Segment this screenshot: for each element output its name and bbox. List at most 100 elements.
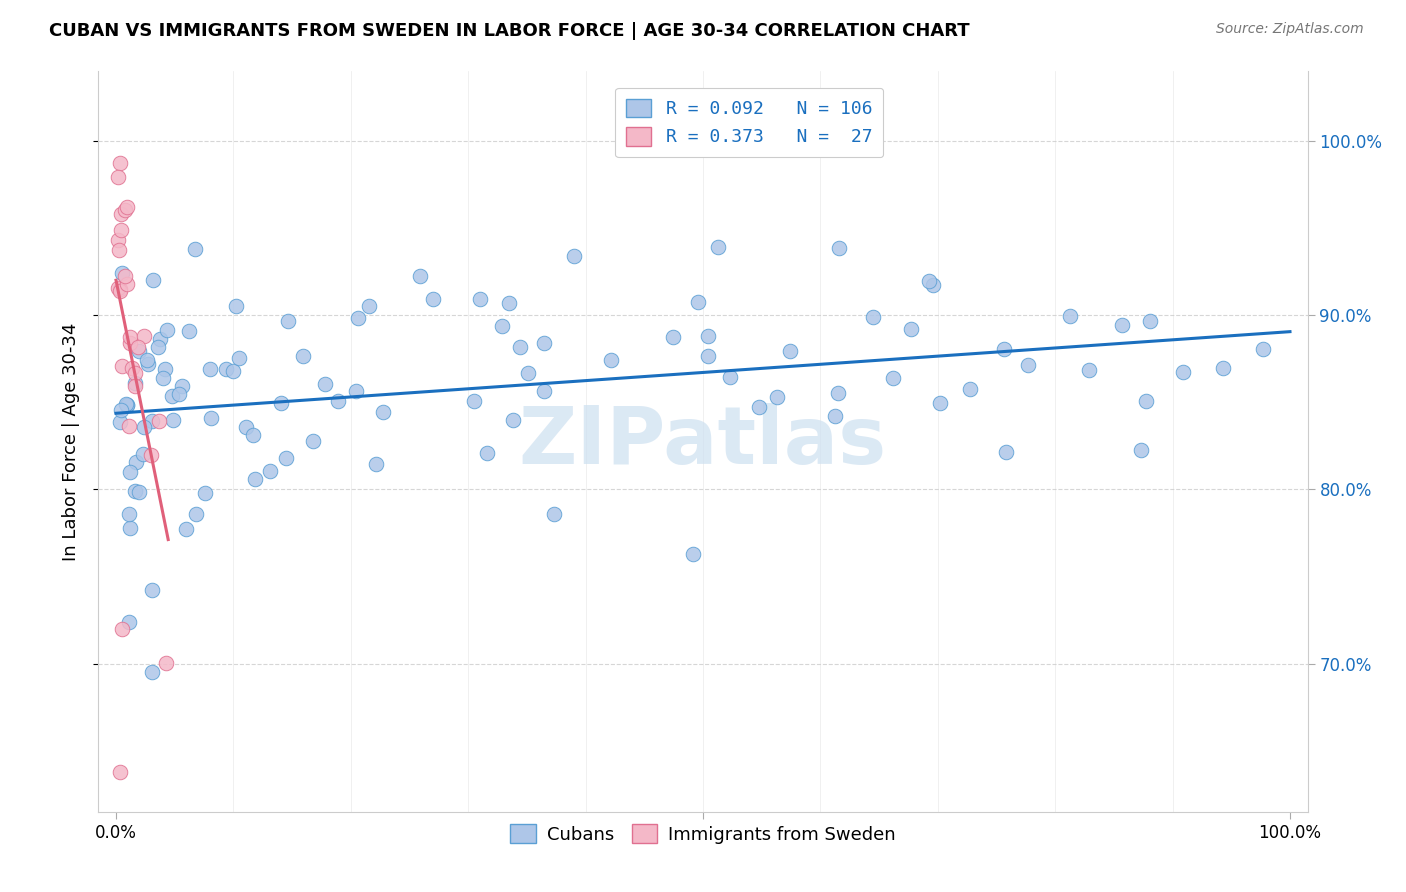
Point xyxy=(200,410,222,425)
Point xyxy=(509,340,531,354)
Point xyxy=(118,615,141,629)
Point xyxy=(562,248,585,262)
Point xyxy=(922,278,945,293)
Point xyxy=(827,386,849,401)
Point xyxy=(108,284,131,298)
Point xyxy=(277,313,299,327)
Point xyxy=(115,398,138,412)
Point xyxy=(136,357,159,371)
Point xyxy=(186,507,208,521)
Point xyxy=(184,243,207,257)
Point xyxy=(134,328,156,343)
Point xyxy=(222,364,245,378)
Point xyxy=(274,451,297,466)
Point xyxy=(110,402,132,417)
Point xyxy=(141,583,163,598)
Point xyxy=(110,207,132,221)
Point xyxy=(918,274,941,288)
Point xyxy=(108,764,131,779)
Point xyxy=(993,342,1015,356)
Legend: Cubans, Immigrants from Sweden: Cubans, Immigrants from Sweden xyxy=(503,817,903,851)
Point xyxy=(132,447,155,461)
Point xyxy=(108,415,131,429)
Point xyxy=(470,292,492,306)
Point xyxy=(117,507,139,521)
Point xyxy=(765,390,787,404)
Point xyxy=(242,428,264,442)
Point xyxy=(124,379,146,393)
Point xyxy=(1135,394,1157,409)
Point xyxy=(498,295,520,310)
Point xyxy=(882,371,904,385)
Point xyxy=(862,310,884,325)
Point xyxy=(124,376,146,390)
Point xyxy=(824,409,846,423)
Point xyxy=(124,366,146,380)
Point xyxy=(326,394,349,409)
Point xyxy=(118,465,141,479)
Point xyxy=(748,400,770,414)
Point xyxy=(114,269,136,284)
Point xyxy=(718,370,741,384)
Point xyxy=(111,266,134,280)
Point xyxy=(127,340,149,354)
Point xyxy=(225,299,247,313)
Point xyxy=(155,656,177,670)
Point xyxy=(111,622,134,636)
Point xyxy=(141,414,163,428)
Point xyxy=(533,335,555,350)
Point xyxy=(115,397,138,411)
Point xyxy=(215,362,238,376)
Point xyxy=(110,223,132,237)
Point xyxy=(115,277,138,292)
Point xyxy=(929,396,952,410)
Point xyxy=(148,414,170,428)
Point xyxy=(156,323,179,337)
Text: Source: ZipAtlas.com: Source: ZipAtlas.com xyxy=(1216,22,1364,37)
Point xyxy=(344,384,367,399)
Point xyxy=(1130,442,1153,457)
Point xyxy=(142,272,165,286)
Point xyxy=(107,233,129,247)
Point xyxy=(1251,342,1274,356)
Point xyxy=(120,330,142,344)
Point xyxy=(1212,360,1234,375)
Point xyxy=(235,419,257,434)
Point xyxy=(114,202,136,217)
Point xyxy=(686,295,709,310)
Point xyxy=(994,445,1017,459)
Point xyxy=(177,324,200,338)
Point xyxy=(533,384,555,399)
Point xyxy=(959,382,981,396)
Point xyxy=(141,665,163,680)
Point xyxy=(172,379,194,393)
Point xyxy=(600,352,623,367)
Point xyxy=(422,292,444,306)
Point xyxy=(373,404,395,418)
Point xyxy=(291,349,314,363)
Point xyxy=(502,413,524,427)
Y-axis label: In Labor Force | Age 30-34: In Labor Force | Age 30-34 xyxy=(62,322,80,561)
Point xyxy=(132,420,155,434)
Point xyxy=(120,336,142,351)
Point xyxy=(152,371,174,385)
Point xyxy=(121,361,143,376)
Point xyxy=(475,446,498,460)
Point xyxy=(162,413,184,427)
Point xyxy=(200,362,222,376)
Point xyxy=(124,455,146,469)
Point xyxy=(364,458,387,472)
Point xyxy=(1077,363,1099,377)
Point xyxy=(110,282,132,296)
Point xyxy=(543,508,565,522)
Point xyxy=(1059,310,1081,324)
Point xyxy=(697,328,720,343)
Point xyxy=(141,448,163,462)
Point xyxy=(115,200,138,214)
Point xyxy=(900,322,922,336)
Point xyxy=(148,340,170,354)
Point xyxy=(155,361,177,376)
Point xyxy=(270,396,292,410)
Point xyxy=(107,280,129,294)
Point xyxy=(517,366,540,380)
